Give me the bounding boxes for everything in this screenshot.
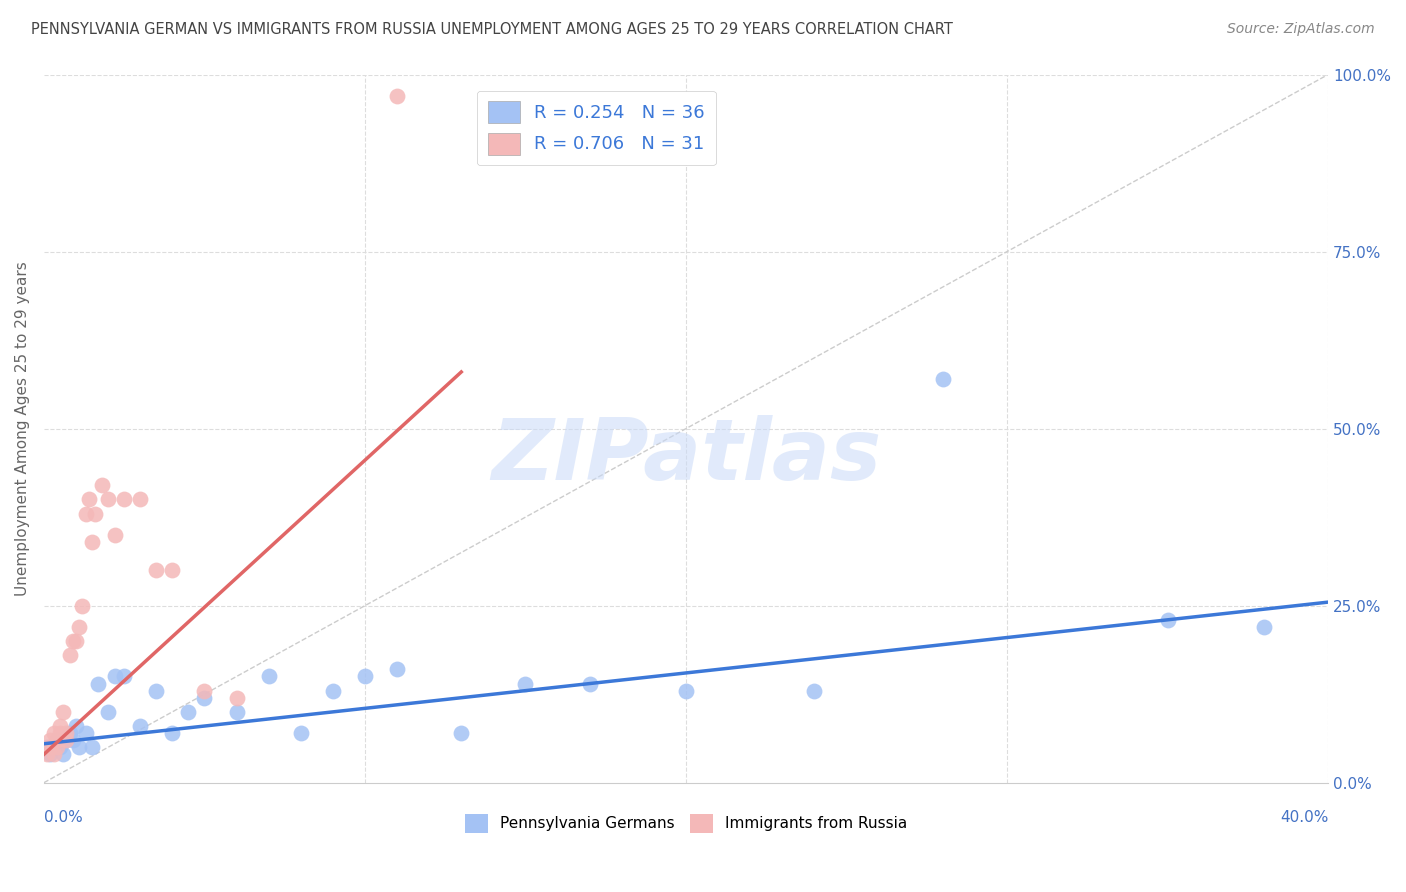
Point xyxy=(45,733,67,747)
Point xyxy=(290,726,312,740)
Point xyxy=(162,563,184,577)
Point xyxy=(80,740,103,755)
Point xyxy=(84,507,107,521)
Point xyxy=(1156,613,1178,627)
Point xyxy=(67,620,90,634)
Point xyxy=(55,733,77,747)
Point xyxy=(87,676,110,690)
Point xyxy=(62,733,84,747)
Point xyxy=(58,726,80,740)
Point xyxy=(322,683,344,698)
Point xyxy=(72,599,94,613)
Point xyxy=(112,492,135,507)
Point xyxy=(162,726,184,740)
Point xyxy=(177,705,200,719)
Point xyxy=(803,683,825,698)
Text: PENNSYLVANIA GERMAN VS IMMIGRANTS FROM RUSSIA UNEMPLOYMENT AMONG AGES 25 TO 29 Y: PENNSYLVANIA GERMAN VS IMMIGRANTS FROM R… xyxy=(31,22,953,37)
Point xyxy=(129,719,152,733)
Point xyxy=(225,705,247,719)
Point xyxy=(385,662,408,676)
Point xyxy=(257,669,280,683)
Point xyxy=(75,507,97,521)
Point xyxy=(103,528,125,542)
Point xyxy=(515,676,537,690)
Point xyxy=(354,669,377,683)
Point xyxy=(112,669,135,683)
Point xyxy=(42,726,65,740)
Point xyxy=(42,747,65,762)
Point xyxy=(90,478,112,492)
Legend: R = 0.254   N = 36, R = 0.706   N = 31: R = 0.254 N = 36, R = 0.706 N = 31 xyxy=(477,91,716,165)
Point xyxy=(39,740,62,755)
Point xyxy=(49,719,72,733)
Text: ZIPatlas: ZIPatlas xyxy=(491,416,882,499)
Point xyxy=(58,648,80,663)
Point xyxy=(675,683,697,698)
Point xyxy=(62,634,84,648)
Point xyxy=(45,740,67,755)
Text: 0.0%: 0.0% xyxy=(44,810,83,824)
Point xyxy=(35,740,58,755)
Point xyxy=(75,726,97,740)
Point xyxy=(39,733,62,747)
Point xyxy=(39,747,62,762)
Point xyxy=(42,740,65,755)
Text: Source: ZipAtlas.com: Source: ZipAtlas.com xyxy=(1227,22,1375,37)
Point xyxy=(67,740,90,755)
Point xyxy=(578,676,600,690)
Point xyxy=(52,747,75,762)
Point xyxy=(193,690,215,705)
Point xyxy=(49,726,72,740)
Point xyxy=(1253,620,1275,634)
Point xyxy=(49,740,72,755)
Point xyxy=(932,372,955,386)
Y-axis label: Unemployment Among Ages 25 to 29 years: Unemployment Among Ages 25 to 29 years xyxy=(15,261,30,596)
Point xyxy=(35,747,58,762)
Point xyxy=(80,535,103,549)
Text: 40.0%: 40.0% xyxy=(1279,810,1329,824)
Point xyxy=(97,492,120,507)
Point xyxy=(385,88,408,103)
Point xyxy=(193,683,215,698)
Point xyxy=(52,705,75,719)
Point xyxy=(129,492,152,507)
Point xyxy=(65,719,87,733)
Point xyxy=(145,683,167,698)
Point xyxy=(225,690,247,705)
Point xyxy=(145,563,167,577)
Point xyxy=(55,726,77,740)
Point xyxy=(103,669,125,683)
Point xyxy=(45,733,67,747)
Point xyxy=(97,705,120,719)
Point xyxy=(450,726,472,740)
Point xyxy=(77,492,100,507)
Point xyxy=(65,634,87,648)
Point xyxy=(55,733,77,747)
